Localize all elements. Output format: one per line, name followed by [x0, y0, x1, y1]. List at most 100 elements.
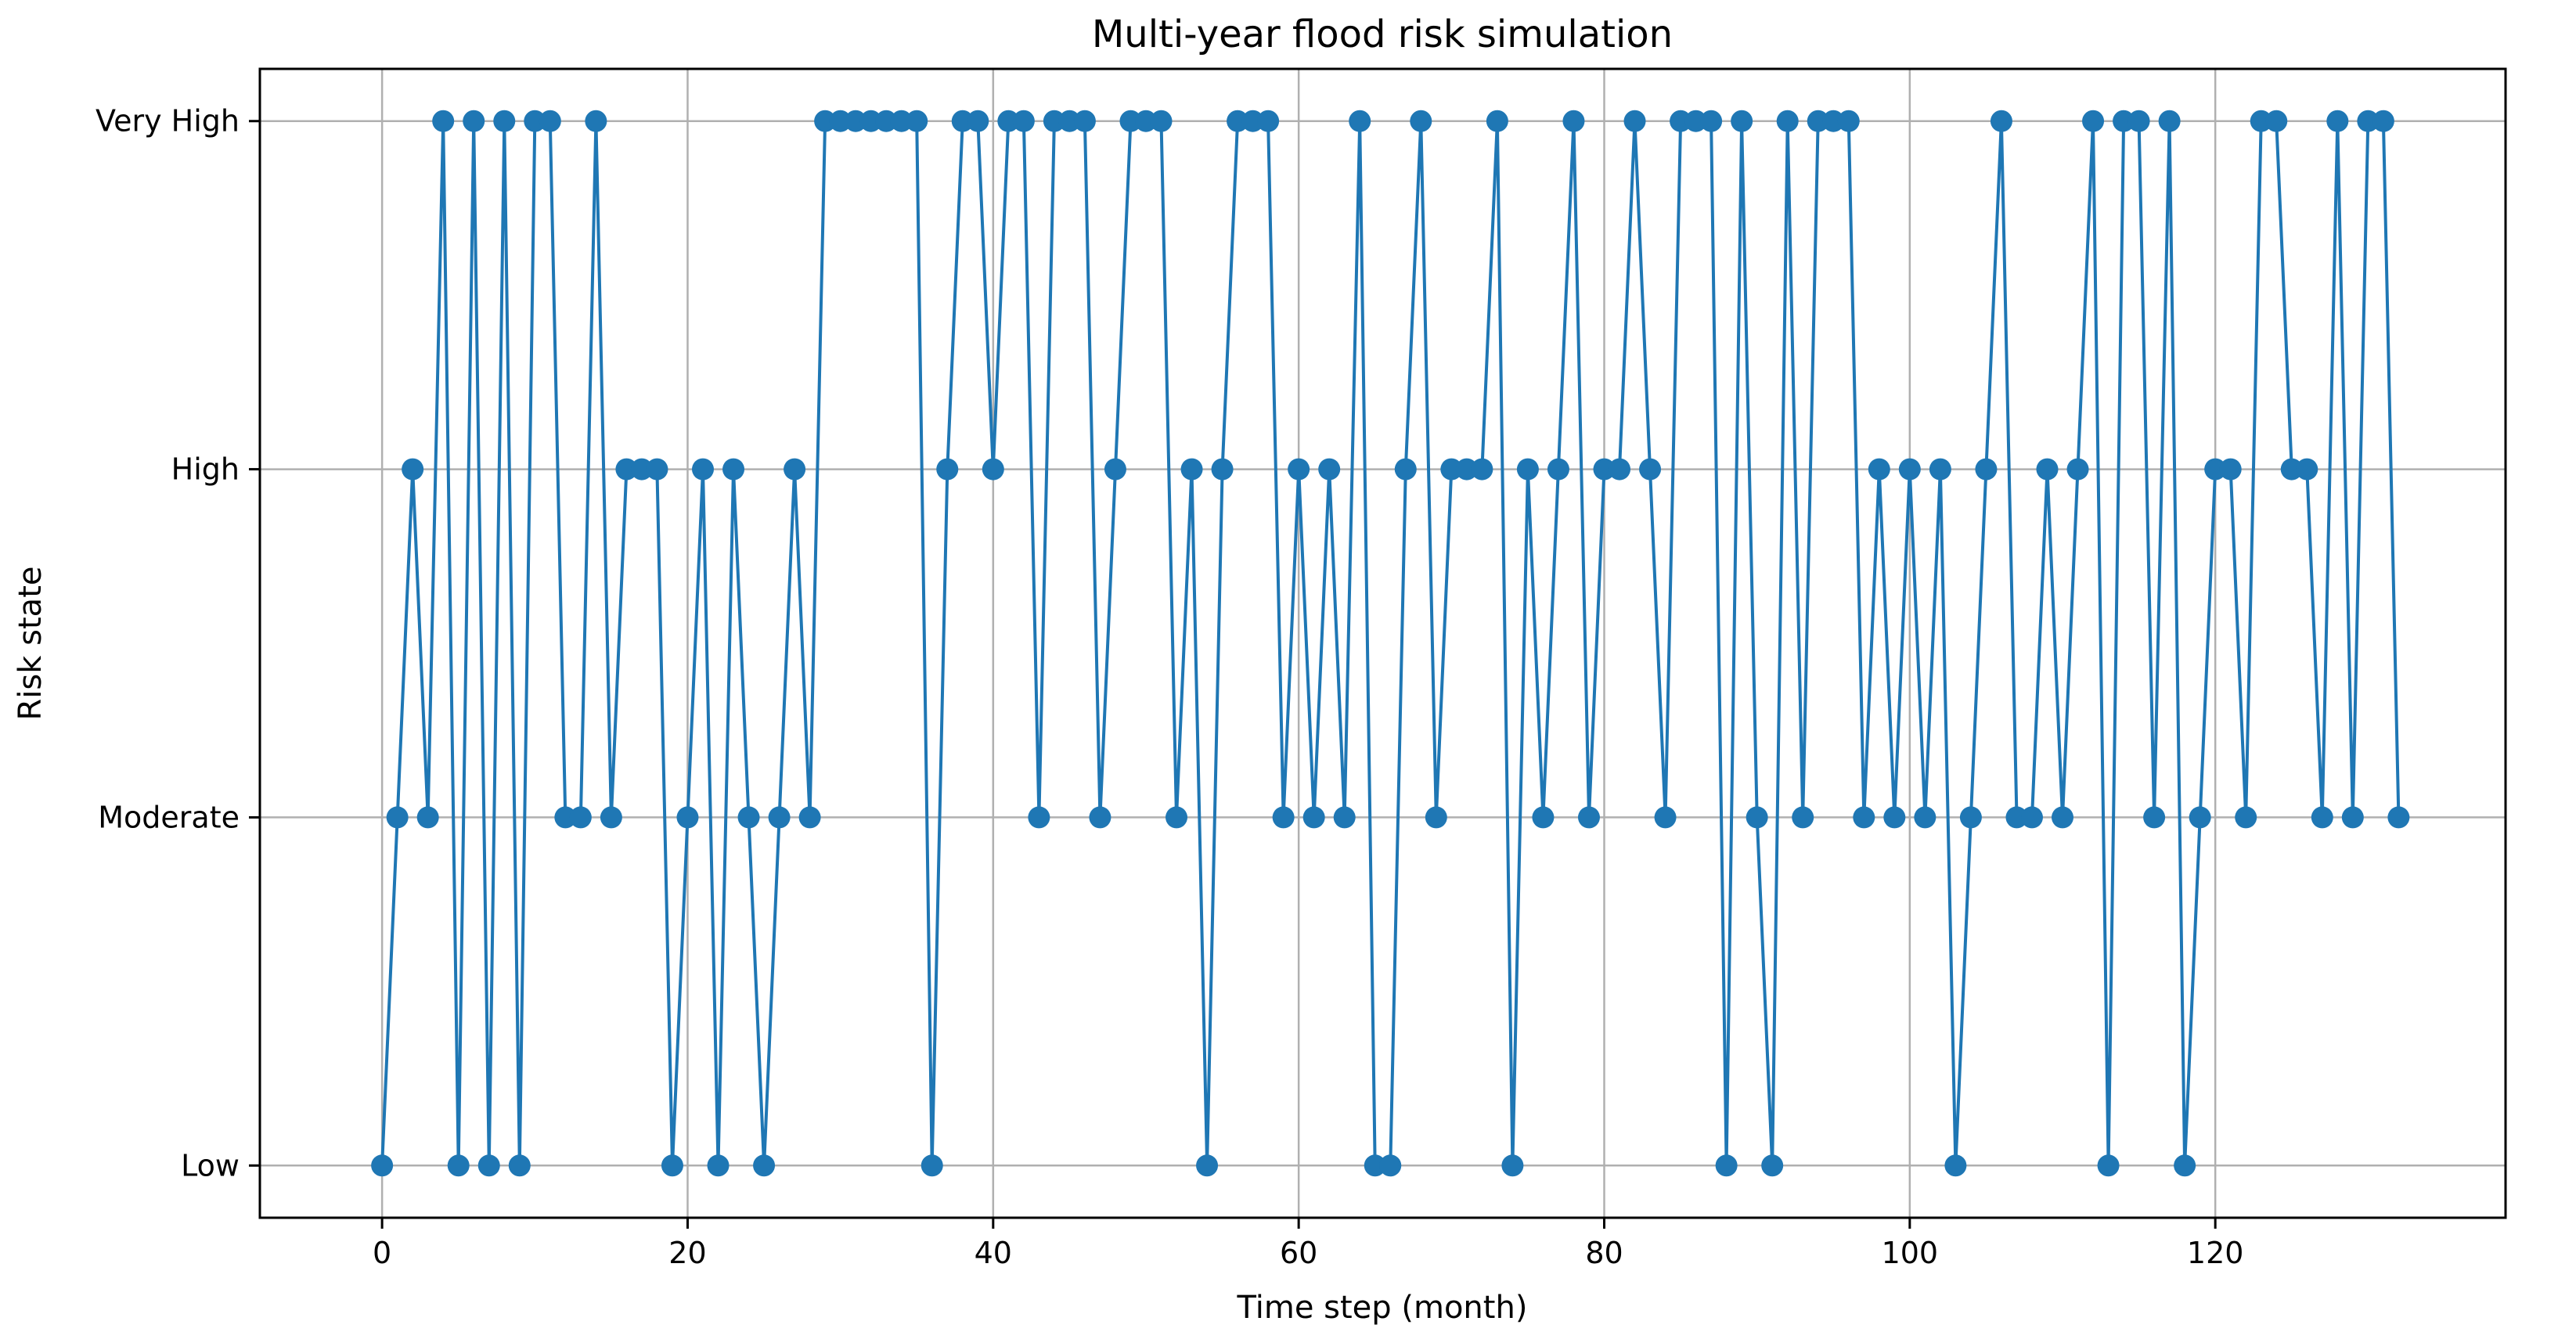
data-point: [493, 110, 516, 132]
data-point: [1929, 458, 1951, 481]
x-tick-label: 40: [975, 1236, 1012, 1270]
data-point: [1883, 806, 1906, 829]
data-point: [890, 110, 913, 132]
data-point: [722, 458, 745, 481]
series-line: [380, 119, 2401, 1168]
data-point: [829, 110, 852, 132]
data-point: [463, 110, 485, 132]
data-point: [1257, 110, 1280, 132]
data-point: [1684, 110, 1707, 132]
data-point: [2052, 806, 2074, 829]
data-point: [784, 458, 806, 481]
data-point: [1670, 110, 1692, 132]
data-point: [1944, 1154, 1967, 1177]
data-point: [753, 1154, 776, 1177]
data-point: [1043, 110, 1065, 132]
data-point: [600, 806, 622, 829]
data-point: [814, 110, 837, 132]
data-point: [1914, 806, 1937, 829]
data-point: [1455, 458, 1478, 481]
data-point: [630, 458, 653, 481]
data-point: [1150, 110, 1173, 132]
data-point: [2357, 110, 2380, 132]
data-point: [554, 806, 577, 829]
data-point: [1516, 458, 1539, 481]
data-point: [1501, 1154, 1524, 1177]
data-point: [402, 458, 424, 481]
axis-ticks: 0 20 40 60 80 100 120 Low Moderate High Very High: [95, 104, 2243, 1270]
data-point: [1227, 110, 1249, 132]
data-point: [1410, 110, 1432, 132]
data-point: [1593, 458, 1616, 481]
x-tick-label: 60: [1280, 1236, 1317, 1270]
x-tick-label: 20: [668, 1236, 706, 1270]
data-point: [1104, 458, 1126, 481]
data-point: [1761, 1154, 1784, 1177]
data-point: [1302, 806, 1325, 829]
data-point: [569, 806, 592, 829]
y-tick-label: Low: [181, 1148, 240, 1183]
data-point: [447, 1154, 470, 1177]
data-point: [661, 1154, 683, 1177]
data-point: [1654, 806, 1677, 829]
data-point: [1577, 806, 1600, 829]
data-point: [1731, 110, 1753, 132]
data-point: [967, 110, 989, 132]
data-point: [676, 806, 699, 829]
data-point: [875, 110, 898, 132]
y-tick-label: High: [171, 452, 240, 487]
data-point: [1837, 110, 1860, 132]
data-point: [1868, 458, 1890, 481]
data-point: [1990, 110, 2012, 132]
data-point: [1562, 110, 1585, 132]
data-point: [2097, 1154, 2120, 1177]
data-point: [432, 110, 455, 132]
data-point: [2219, 458, 2242, 481]
data-point: [1700, 110, 1723, 132]
data-point: [1089, 806, 1111, 829]
plot-frame: [258, 67, 2507, 1219]
data-point: [1196, 1154, 1219, 1177]
x-tick-label: 100: [1882, 1236, 1939, 1270]
data-point: [1180, 458, 1203, 481]
data-point: [477, 1154, 500, 1177]
y-tick-label: Moderate: [98, 800, 240, 834]
x-tick-label: 120: [2187, 1236, 2244, 1270]
data-point: [1379, 1154, 1402, 1177]
data-point: [416, 806, 439, 829]
data-point: [1486, 110, 1508, 132]
data-point: [2189, 806, 2211, 829]
data-point: [2005, 806, 2028, 829]
data-point: [1853, 806, 1875, 829]
data-point: [2113, 110, 2135, 132]
data-point: [2387, 806, 2410, 829]
data-point: [1028, 806, 1050, 829]
data-point: [2143, 806, 2166, 829]
data-point: [1639, 458, 1662, 481]
data-point: [585, 110, 607, 132]
data-point: [1272, 806, 1295, 829]
x-axis-label: Time step (month): [1237, 1290, 1528, 1326]
data-point: [906, 110, 928, 132]
data-point: [691, 458, 714, 481]
series-risk-state: [371, 110, 2410, 1177]
data-point: [1425, 806, 1447, 829]
data-point: [1012, 110, 1035, 132]
data-point: [1898, 458, 1921, 481]
y-tick-label: Very High: [95, 104, 240, 139]
data-point: [1792, 806, 1814, 829]
data-point: [539, 110, 561, 132]
data-point: [1241, 110, 1264, 132]
data-point: [646, 458, 668, 481]
data-point: [1349, 110, 1371, 132]
data-point: [737, 806, 760, 829]
data-point: [2082, 110, 2105, 132]
data-point: [2326, 110, 2349, 132]
data-point: [1211, 458, 1234, 481]
data-point: [508, 1154, 531, 1177]
data-point: [1119, 110, 1142, 132]
data-point: [1776, 110, 1799, 132]
chart-title: Multi-year flood risk simulation: [1092, 13, 1673, 56]
data-point: [845, 110, 867, 132]
data-point: [1532, 806, 1555, 829]
